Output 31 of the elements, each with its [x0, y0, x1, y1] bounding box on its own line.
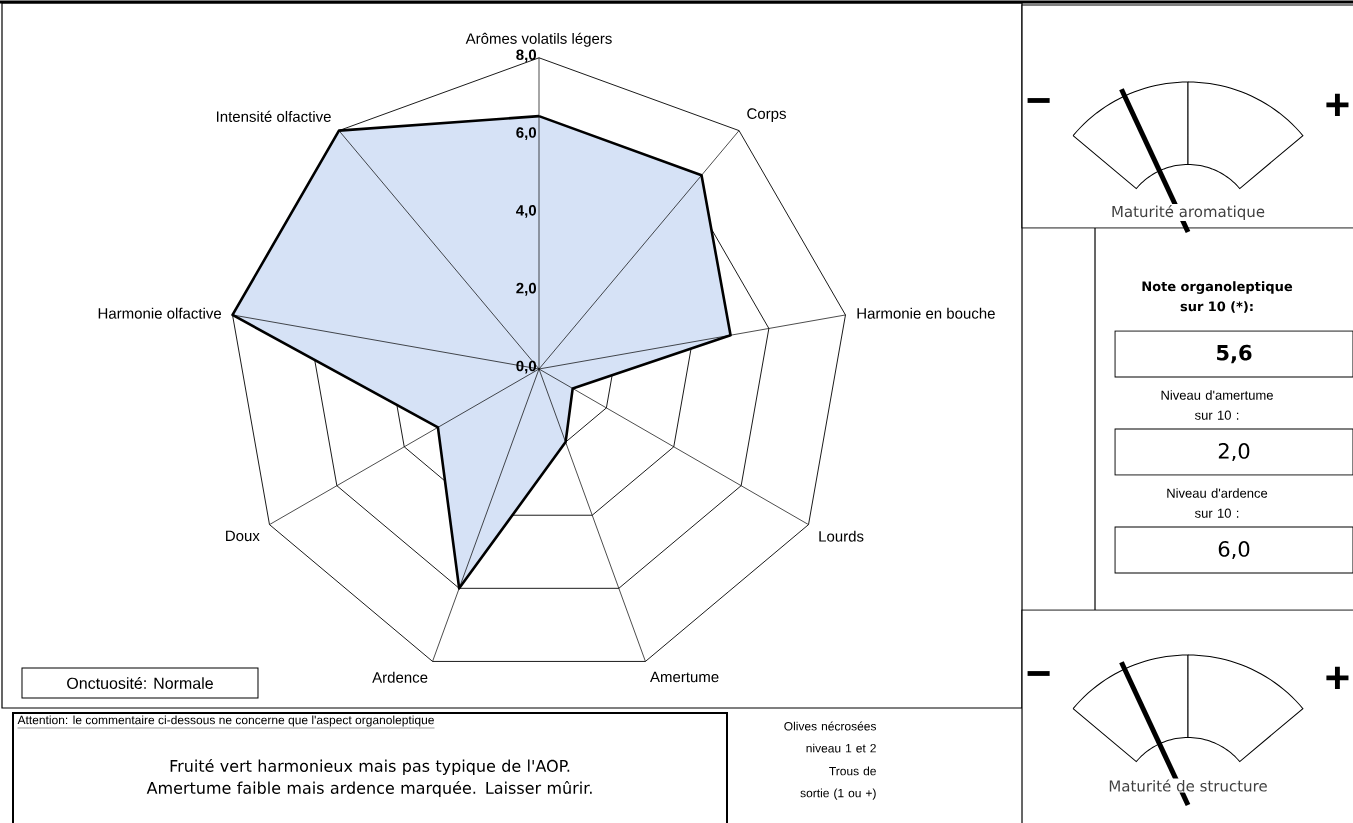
text: Onctuosité: Normale — [67, 677, 213, 689]
spoke-label: Amertume — [650, 671, 719, 683]
text: 5,6 — [1217, 344, 1252, 364]
y-tick-label: 8,0 — [516, 49, 537, 63]
spoke-label: Arômes volatils légers — [465, 32, 612, 47]
text: Niveau d'amertume sur 10 : — [1161, 390, 1273, 420]
y-tick-label: 2,0 — [516, 282, 537, 296]
y-tick-label: 0,0 — [516, 360, 537, 374]
spoke-label: Lourds — [819, 530, 864, 542]
text: Olives nécrosées niveau 1 et 2 — [784, 721, 877, 753]
slice-label: + — [1326, 666, 1349, 690]
text: Attention: le commentaire ci-dessous ne concerne que l'aspect organoleptique — [17, 715, 434, 727]
spoke-label: Doux — [226, 530, 260, 542]
y-tick-label: 4,0 — [516, 205, 537, 218]
text: Maturité aromatique — [1112, 204, 1265, 221]
slice-label: − — [1027, 98, 1050, 103]
y-tick-label: 6,0 — [516, 127, 537, 141]
spoke-label: Harmonie en bouche — [857, 307, 995, 319]
text: 6,0 — [1218, 540, 1250, 560]
spoke-label: Intensité olfactive — [216, 110, 331, 122]
spoke-label: Harmonie olfactive — [98, 307, 222, 319]
text: Trous de sortie (1 ou +) — [800, 766, 876, 800]
slice-label: − — [1027, 671, 1050, 676]
slice-label: + — [1326, 93, 1349, 117]
text: Niveau d'ardence sur 10 : — [1167, 488, 1268, 518]
spoke-label: Ardence — [372, 671, 428, 683]
text: 2,0 — [1218, 442, 1250, 462]
text: Maturité de structure — [1109, 779, 1267, 792]
text: Fruité vert harmonieux mais pas typique de l'AOP. Amertume faible mais ardence marquée. Laisser mûrir. — [146, 758, 592, 798]
text: Note organoleptique sur 10 (*): — [1142, 281, 1293, 313]
spoke-label: Corps — [747, 108, 786, 122]
